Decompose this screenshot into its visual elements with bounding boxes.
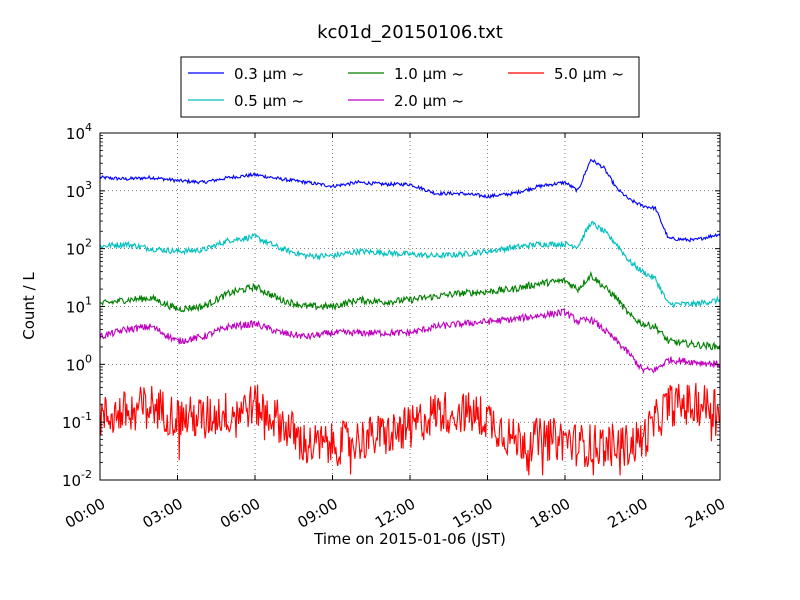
- series-line: [99, 307, 721, 375]
- x-axis-label: Time on 2015-01-06 (JST): [313, 530, 506, 548]
- y-tick-label: 101: [66, 295, 92, 317]
- y-tick-labels: 10-2 10-1 100 101 102 103 104: [62, 121, 92, 490]
- legend-label: 0.3 μm ~: [234, 65, 304, 83]
- y-tick-label: 10-2: [62, 468, 92, 490]
- legend-label: 1.0 μm ~: [394, 65, 464, 83]
- y-tick-label: 100: [66, 352, 92, 374]
- plot-area: [99, 132, 721, 481]
- y-tick-label: 104: [66, 121, 92, 143]
- y-tick-label: 10-1: [62, 410, 92, 432]
- chart-title: kc01d_20150106.txt: [317, 22, 503, 43]
- y-axis-label: Count / L: [20, 272, 38, 340]
- legend-label: 0.5 μm ~: [234, 92, 304, 110]
- series-line: [99, 270, 721, 351]
- legend-label: 5.0 μm ~: [554, 65, 624, 83]
- grid: [100, 133, 720, 480]
- series-layer: [99, 158, 721, 476]
- series-line: [99, 382, 721, 476]
- legend-label: 2.0 μm ~: [394, 92, 464, 110]
- series-line: [99, 220, 721, 308]
- series-line: [99, 158, 721, 243]
- y-tick-label: 102: [66, 237, 92, 259]
- legend-frame: [180, 56, 640, 118]
- y-tick-label: 103: [66, 179, 92, 201]
- legend: 0.3 μm ~ 1.0 μm ~ 5.0 μm ~ 0.5 μm ~ 2.0 μm ~: [180, 56, 640, 118]
- ticks: [99, 132, 721, 481]
